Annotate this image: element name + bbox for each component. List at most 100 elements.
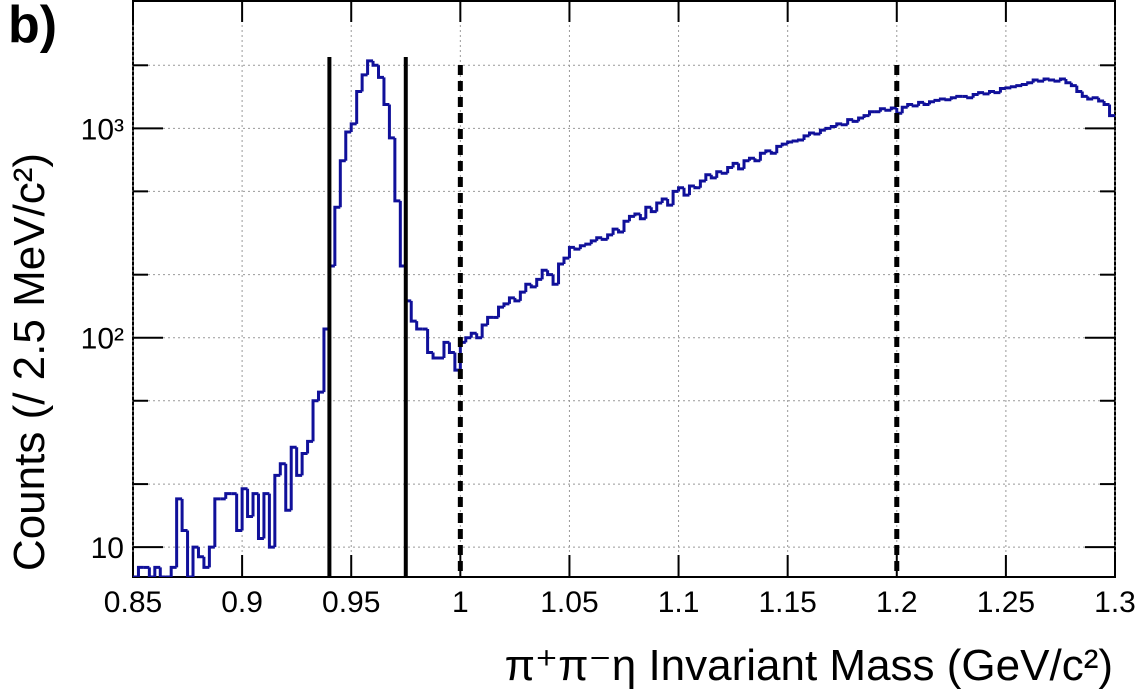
histogram-bin: [611, 227, 619, 235]
histogram-bin: [442, 340, 450, 359]
histogram-bin: [480, 323, 488, 338]
histogram-bin: [180, 498, 188, 533]
histogram-bin: [944, 98, 952, 102]
histogram-bin: [1048, 78, 1055, 82]
histogram-bin: [1086, 96, 1094, 101]
histogram-bin: [1020, 82, 1028, 86]
histogram-bin: [775, 144, 783, 154]
histogram-bin: [377, 65, 384, 79]
histogram-bin: [851, 119, 859, 123]
histogram-bin: [949, 96, 957, 100]
histogram-bin: [660, 197, 668, 203]
histogram-bin: [393, 137, 401, 203]
histogram-bin: [1080, 91, 1088, 98]
histogram-bin: [709, 174, 717, 180]
histogram-bin: [687, 184, 695, 196]
histogram-bin: [829, 125, 837, 129]
histogram-bin: [1069, 82, 1077, 88]
x-tick-label: 1.1: [658, 586, 700, 619]
histogram-bin: [693, 186, 701, 190]
histogram-bin: [769, 150, 777, 155]
histogram-bin: [666, 198, 674, 207]
x-tick-label: 1.05: [540, 586, 598, 619]
histogram-bin: [884, 108, 892, 112]
histogram-bin: [758, 151, 766, 161]
histogram-bin: [982, 92, 990, 96]
histogram-bin: [971, 93, 979, 98]
histogram-bin: [742, 159, 750, 169]
histogram-bin: [551, 274, 559, 286]
histogram-bin: [955, 94, 963, 98]
histogram-bin: [704, 173, 712, 182]
plot-frame: [132, 0, 1116, 578]
histogram-bin: [644, 205, 652, 219]
histogram-bin: [764, 149, 772, 154]
histogram-bin: [235, 493, 243, 533]
histogram-bin: [737, 163, 745, 171]
histogram-bin: [502, 302, 510, 308]
histogram-bin: [911, 104, 919, 108]
histogram-bin: [360, 73, 368, 92]
histogram-bin: [1075, 85, 1083, 93]
histogram-bin: [797, 138, 805, 142]
histogram-bin: [857, 116, 865, 122]
histogram-bin: [715, 170, 723, 178]
histogram-bin: [917, 100, 925, 106]
histogram-bin: [578, 244, 586, 250]
histogram-bin: [240, 487, 248, 531]
histogram-bin: [475, 333, 483, 340]
histogram-bin: [1009, 85, 1017, 89]
histogram-bin: [295, 447, 303, 477]
histogram-bin: [382, 77, 390, 106]
histogram-bin: [464, 336, 472, 343]
histogram-bin: [540, 268, 548, 280]
histogram-bin: [486, 315, 494, 326]
histogram-bin: [889, 106, 897, 111]
histogram-bin: [273, 473, 281, 548]
histogram-bin: [175, 497, 183, 568]
histogram-bin: [617, 229, 624, 234]
histogram-bin: [1064, 78, 1072, 85]
histogram-bin: [497, 305, 504, 318]
histogram-bin: [251, 492, 259, 517]
histogram-bin: [649, 207, 657, 214]
histogram-bin: [262, 492, 270, 539]
histogram-bin: [426, 329, 434, 355]
histogram-bin: [300, 451, 308, 476]
histogram-bin: [802, 134, 810, 140]
histogram-bin: [338, 159, 346, 208]
histogram-bin: [256, 493, 264, 540]
histogram-bin: [289, 445, 297, 511]
histogram-bin: [906, 102, 914, 108]
histogram-bin: [311, 399, 319, 442]
histogram-bin: [780, 142, 788, 147]
histogram-bin: [1015, 84, 1023, 88]
histogram-bin: [1042, 77, 1050, 82]
histogram-bin: [993, 91, 1001, 95]
histogram-bin: [998, 86, 1006, 93]
histogram-bin: [1058, 77, 1066, 82]
histogram-bin: [638, 213, 646, 221]
histogram-bin: [655, 201, 663, 212]
x-tick-label: 1.2: [876, 586, 918, 619]
histogram-bin: [344, 130, 352, 161]
histogram-bin: [529, 284, 537, 289]
histogram-bin: [306, 439, 314, 454]
histogram-bin: [900, 105, 908, 114]
histogram-bin: [807, 131, 815, 136]
histogram-bin: [966, 96, 974, 100]
histogram-bin: [584, 242, 592, 246]
histogram-bin: [1037, 79, 1045, 83]
histogram-bin: [136, 565, 144, 577]
histogram-bin: [938, 97, 946, 101]
histogram-bin: [371, 60, 379, 67]
x-tick-label: 1: [452, 586, 469, 619]
histogram-bin: [606, 233, 614, 240]
histogram-bin: [835, 122, 843, 127]
histogram-bin: [813, 132, 821, 136]
histogram-bin: [366, 59, 374, 75]
histogram-bin: [207, 545, 215, 568]
histogram-bin: [682, 187, 690, 197]
histogram-bin: [186, 530, 194, 577]
